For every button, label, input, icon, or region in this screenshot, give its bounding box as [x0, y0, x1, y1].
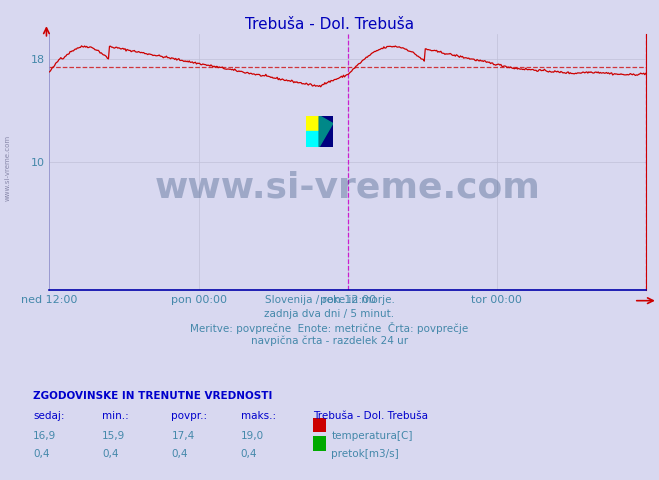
- Text: 0,4: 0,4: [33, 449, 49, 459]
- Text: povpr.:: povpr.:: [171, 411, 208, 421]
- Text: ZGODOVINSKE IN TRENUTNE VREDNOSTI: ZGODOVINSKE IN TRENUTNE VREDNOSTI: [33, 391, 272, 401]
- Text: 19,0: 19,0: [241, 431, 264, 441]
- Text: 17,4: 17,4: [171, 431, 194, 441]
- Text: min.:: min.:: [102, 411, 129, 421]
- Bar: [320, 116, 333, 146]
- Text: 16,9: 16,9: [33, 431, 56, 441]
- Text: www.si-vreme.com: www.si-vreme.com: [5, 135, 11, 201]
- Text: Trebuša - Dol. Trebuša: Trebuša - Dol. Trebuša: [313, 411, 428, 421]
- Text: www.si-vreme.com: www.si-vreme.com: [155, 171, 540, 204]
- Text: maks.:: maks.:: [241, 411, 275, 421]
- Bar: [306, 131, 320, 146]
- Text: navpična črta - razdelek 24 ur: navpična črta - razdelek 24 ur: [251, 336, 408, 346]
- Text: 0,4: 0,4: [241, 449, 257, 459]
- Text: Meritve: povprečne  Enote: metrične  Črta: povprečje: Meritve: povprečne Enote: metrične Črta:…: [190, 322, 469, 334]
- Text: zadnja dva dni / 5 minut.: zadnja dva dni / 5 minut.: [264, 309, 395, 319]
- Text: sedaj:: sedaj:: [33, 411, 65, 421]
- Text: 15,9: 15,9: [102, 431, 125, 441]
- Bar: [306, 116, 320, 131]
- Polygon shape: [320, 116, 333, 146]
- Text: temperatura[C]: temperatura[C]: [331, 431, 413, 441]
- Text: Slovenija / reke in morje.: Slovenija / reke in morje.: [264, 295, 395, 305]
- Text: 0,4: 0,4: [102, 449, 119, 459]
- Text: Trebuša - Dol. Trebuša: Trebuša - Dol. Trebuša: [245, 17, 414, 32]
- Text: 0,4: 0,4: [171, 449, 188, 459]
- Text: pretok[m3/s]: pretok[m3/s]: [331, 449, 399, 459]
